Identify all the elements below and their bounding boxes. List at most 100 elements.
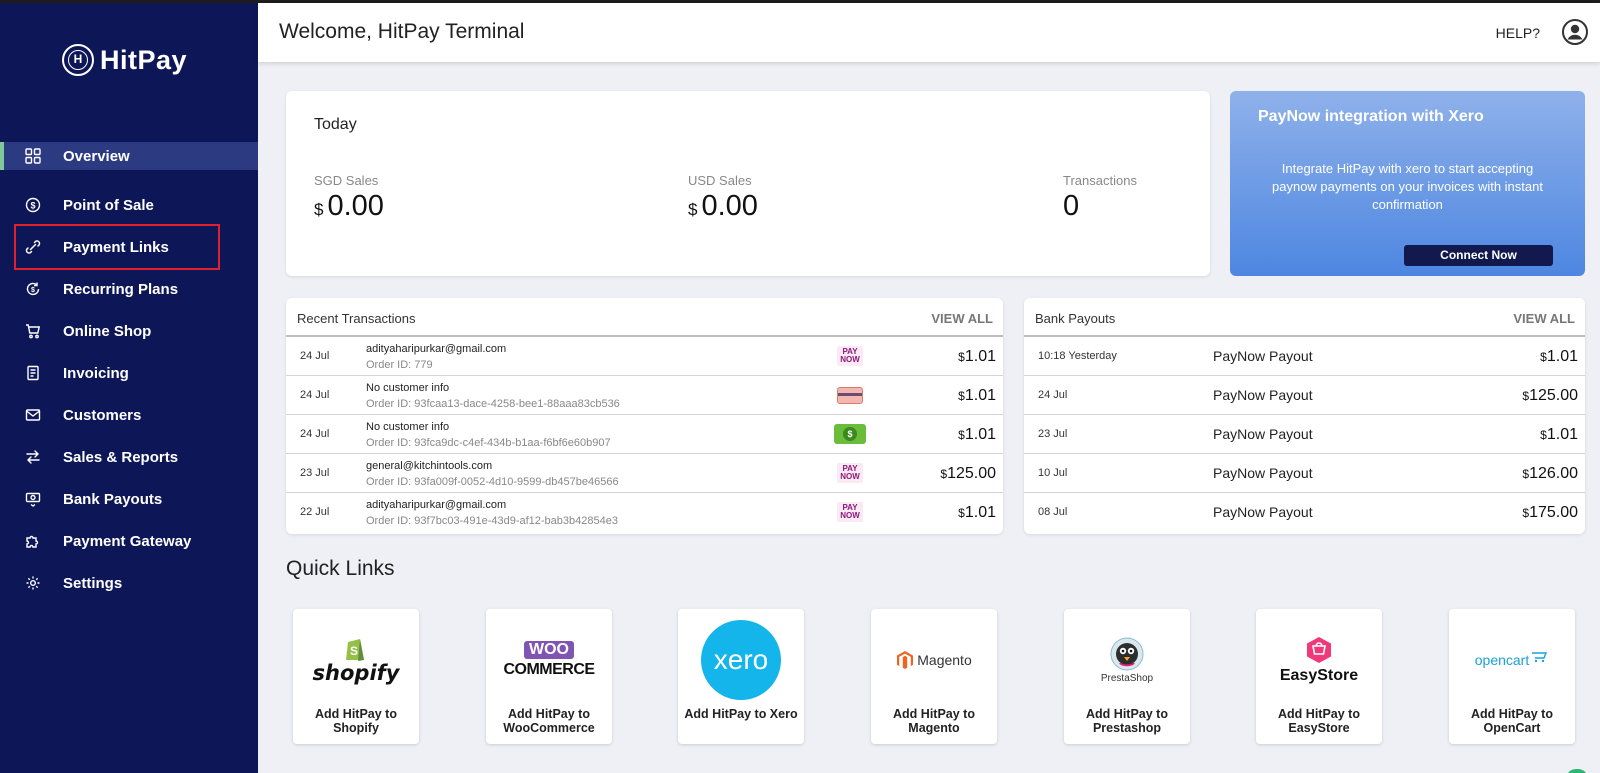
- currency-symbol: $: [958, 506, 965, 520]
- svg-text:S: S: [350, 644, 358, 658]
- transaction-amount: $1.01: [958, 504, 996, 522]
- xero-logo-icon: xero: [678, 619, 804, 701]
- easystore-logo-icon: EasyStore: [1256, 619, 1382, 701]
- transactions-stat: Transactions 0: [1063, 173, 1137, 223]
- payout-date: 08 Jul: [1038, 506, 1068, 518]
- payout-date: 10:18 Yesterday: [1038, 350, 1117, 362]
- sidebar-item-invoicing[interactable]: Invoicing: [0, 352, 258, 394]
- quick-link-caption: Add HitPay to Prestashop: [1086, 707, 1168, 735]
- sidebar-item-online-shop[interactable]: Online Shop: [0, 310, 258, 352]
- currency-symbol: $: [958, 389, 965, 403]
- table-row[interactable]: 10:18 Yesterday PayNow Payout $1.01: [1024, 337, 1585, 376]
- table-row[interactable]: 08 Jul PayNow Payout $175.00: [1024, 493, 1585, 532]
- transaction-order-id: Order ID: 93f7bc03-491e-43d9-af12-bab3b4…: [366, 515, 618, 527]
- xero-promo-card: PayNow integration with Xero Integrate H…: [1230, 91, 1585, 276]
- transaction-customer: No customer info: [366, 421, 450, 433]
- hitpay-mark-icon: H: [62, 44, 94, 76]
- sidebar-item-settings[interactable]: Settings: [0, 562, 258, 604]
- quick-links-title: Quick Links: [286, 557, 395, 580]
- order-id-label: Order ID:: [366, 515, 412, 527]
- transactions-label: Transactions: [1063, 173, 1137, 188]
- sidebar-item-recurring-plans[interactable]: $ Recurring Plans: [0, 268, 258, 310]
- opencart-wordmark: opencart: [1474, 652, 1530, 668]
- table-row[interactable]: 24 Jul No customer info Order ID: 93fcaa…: [286, 376, 1003, 415]
- gear-icon: [24, 574, 42, 592]
- currency-symbol: $: [958, 428, 965, 442]
- paynow-icon: PAY NOW: [834, 463, 866, 483]
- sidebar-item-label: Payment Links: [63, 238, 169, 256]
- table-row[interactable]: 24 Jul adityaharipurkar@gmail.com Order …: [286, 337, 1003, 376]
- sidebar-nav: Overview $ Point of Sale Payment Links $…: [0, 142, 258, 604]
- user-avatar-icon[interactable]: [1562, 19, 1588, 45]
- payout-date: 10 Jul: [1038, 467, 1068, 479]
- table-row[interactable]: 23 Jul general@kitchintools.com Order ID…: [286, 454, 1003, 493]
- payout-label: PayNow Payout: [1213, 465, 1313, 481]
- table-row[interactable]: 24 Jul PayNow Payout $125.00: [1024, 376, 1585, 415]
- quick-link-magento[interactable]: Magento Add HitPay to Magento: [871, 609, 997, 744]
- view-all-payouts-link[interactable]: VIEW ALL: [1513, 311, 1575, 326]
- today-title: Today: [314, 116, 357, 133]
- puzzle-icon: [24, 532, 42, 550]
- quick-link-caption: Add HitPay to WooCommerce: [503, 707, 595, 735]
- table-row[interactable]: 24 Jul No customer info Order ID: 93fca9…: [286, 415, 1003, 454]
- quick-link-prestashop[interactable]: PrestaShop Add HitPay to Prestashop: [1064, 609, 1190, 744]
- connect-now-button[interactable]: Connect Now: [1404, 245, 1553, 266]
- sidebar-item-label: Recurring Plans: [63, 280, 179, 298]
- promo-description: Integrate HitPay with xero to start acce…: [1272, 161, 1543, 212]
- magento-wordmark: Magento: [917, 652, 972, 668]
- sidebar-item-overview[interactable]: Overview: [0, 142, 258, 170]
- sidebar-item-label: Sales & Reports: [63, 448, 179, 466]
- usd-sales-label: USD Sales: [688, 173, 752, 188]
- quick-link-easystore[interactable]: EasyStore Add HitPay to EasyStore: [1256, 609, 1382, 744]
- easystore-wordmark: EasyStore: [1279, 666, 1359, 684]
- sidebar-item-point-of-sale[interactable]: $ Point of Sale: [0, 184, 258, 226]
- sidebar-item-sales-reports[interactable]: Sales & Reports: [0, 436, 258, 478]
- sidebar-item-payment-gateway[interactable]: Payment Gateway: [0, 520, 258, 562]
- sidebar-item-label: Customers: [63, 406, 142, 424]
- transaction-amount: $1.01: [958, 426, 996, 444]
- top-header: Welcome, HitPay Terminal HELP?: [258, 3, 1600, 62]
- help-link[interactable]: HELP?: [1495, 25, 1540, 41]
- quick-link-xero[interactable]: xero Add HitPay to Xero: [678, 609, 804, 744]
- order-id-value: 93f7bc03-491e-43d9-af12-bab3b42854e3: [414, 515, 618, 527]
- payout-icon: [24, 490, 42, 508]
- table-row[interactable]: 23 Jul PayNow Payout $1.01: [1024, 415, 1585, 454]
- paynow-top: PAY: [842, 347, 858, 356]
- paynow-bottom: NOW: [840, 511, 860, 520]
- sidebar-item-payment-links[interactable]: Payment Links: [14, 224, 220, 270]
- table-row[interactable]: 22 Jul adityaharipurkar@gmail.com Order …: [286, 493, 1003, 532]
- grid-icon: [24, 147, 42, 165]
- payout-date: 24 Jul: [1038, 389, 1068, 401]
- order-id-value: 93fa009f-0052-4d10-9599-db457be46566: [414, 476, 619, 488]
- quick-link-woocommerce[interactable]: WOO COMMERCE Add HitPay to WooCommerce: [486, 609, 612, 744]
- payout-amount: $126.00: [1522, 465, 1578, 483]
- currency-symbol: $: [1540, 428, 1547, 442]
- promo-title: PayNow integration with Xero: [1258, 108, 1484, 125]
- recent-transactions-card: Recent Transactions VIEW ALL 24 Jul adit…: [286, 298, 1003, 534]
- view-all-transactions-link[interactable]: VIEW ALL: [931, 311, 993, 326]
- payout-label: PayNow Payout: [1213, 348, 1313, 364]
- transaction-amount: $125.00: [940, 465, 996, 483]
- payout-date: 23 Jul: [1038, 428, 1068, 440]
- quick-link-opencart[interactable]: opencart Add HitPay to OpenCart: [1449, 609, 1575, 744]
- chat-widget-icon[interactable]: [1566, 769, 1588, 773]
- sidebar-item-label: Bank Payouts: [63, 490, 163, 508]
- amount-value: 125.00: [947, 465, 996, 482]
- hitpay-mark-letter: H: [68, 50, 88, 70]
- sgd-sales-label: SGD Sales: [314, 173, 379, 188]
- woocommerce-logo-icon: WOO COMMERCE: [486, 619, 612, 701]
- hitpay-logo[interactable]: H HitPay: [62, 44, 187, 76]
- prestashop-logo-icon: PrestaShop: [1064, 619, 1190, 701]
- transactions-value: 0: [1063, 190, 1080, 222]
- quick-link-shopify[interactable]: S shopify Add HitPay to Shopify: [293, 609, 419, 744]
- sidebar-item-customers[interactable]: Customers: [0, 394, 258, 436]
- payout-amount: $1.01: [1540, 348, 1578, 366]
- table-row[interactable]: 10 Jul PayNow Payout $126.00: [1024, 454, 1585, 493]
- paynow-bottom: NOW: [840, 472, 860, 481]
- bank-payouts-header: Bank Payouts VIEW ALL: [1024, 298, 1585, 337]
- sidebar-item-bank-payouts[interactable]: Bank Payouts: [0, 478, 258, 520]
- order-id-label: Order ID:: [366, 476, 412, 488]
- transaction-order-id: Order ID: 93fca9dc-c4ef-434b-b1aa-f6bf6e…: [366, 437, 611, 449]
- amount-value: 1.01: [964, 504, 996, 521]
- bank-payouts-card: Bank Payouts VIEW ALL 10:18 Yesterday Pa…: [1024, 298, 1585, 534]
